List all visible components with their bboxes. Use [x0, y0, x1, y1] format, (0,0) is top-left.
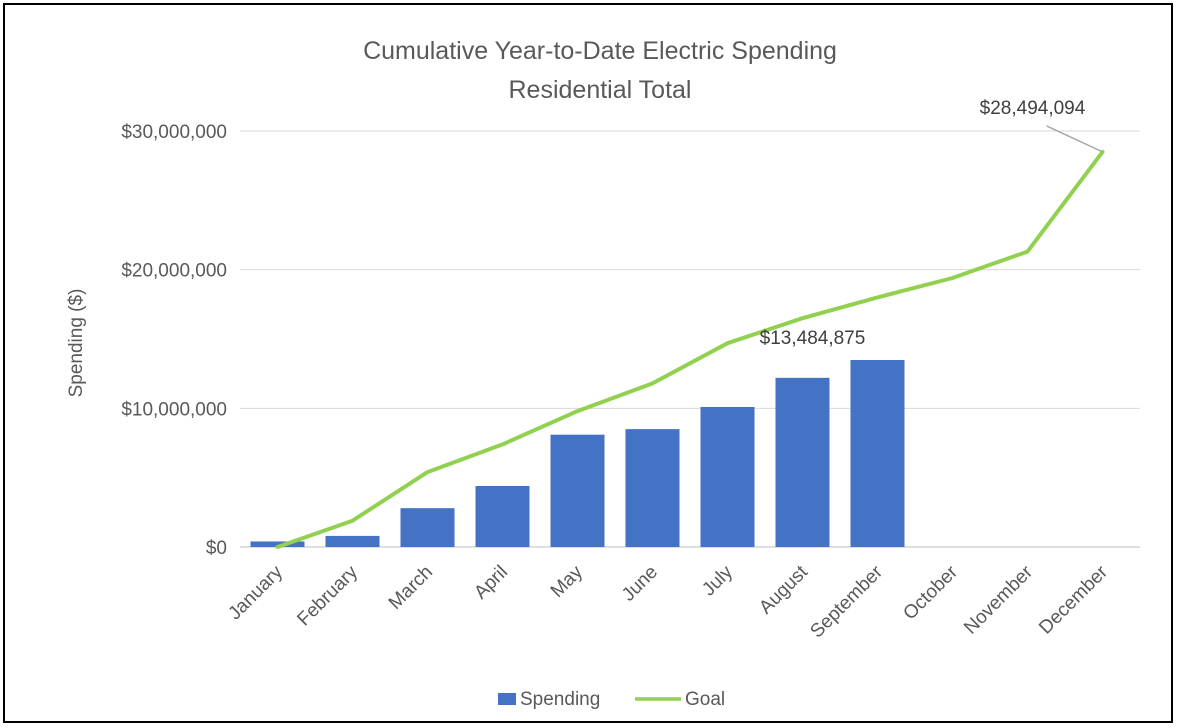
bar-spending-august	[775, 377, 830, 547]
y-tick-label: $10,000,000	[121, 399, 227, 420]
y-tick-label: $30,000,000	[121, 122, 227, 143]
x-tick-label: April	[470, 562, 512, 604]
x-tick-label: August	[755, 561, 812, 618]
legend-swatch-spending	[498, 693, 516, 705]
x-tick-label: September	[806, 561, 887, 642]
x-tick-label: January	[224, 561, 287, 624]
x-tick-label: March	[385, 562, 437, 614]
legend-label-goal: Goal	[685, 689, 725, 710]
data-label-spending: $13,484,875	[760, 328, 866, 349]
goal-line	[275, 149, 1105, 549]
data-label-goal: $28,494,094	[980, 98, 1086, 119]
bar-spending-march	[400, 508, 455, 547]
chart-subtitle: Residential Total	[509, 76, 692, 104]
x-tick-label: July	[698, 561, 737, 600]
y-tick-label: $0	[206, 538, 227, 559]
bar-spending-june	[625, 429, 680, 547]
spending-bars	[250, 360, 905, 547]
gridlines	[240, 130, 1140, 548]
y-axis-title: Spending ($)	[66, 289, 87, 398]
legend-label-spending: Spending	[520, 689, 600, 710]
x-tick-label: November	[960, 561, 1037, 638]
bar-spending-april	[475, 485, 530, 547]
y-axis-ticks: $0 $10,000,000 $20,000,000 $30,000,000	[121, 122, 227, 559]
x-axis-ticks: January February March April May June July Augu…	[224, 561, 1112, 642]
data-label-leader-line	[1046, 125, 1103, 153]
x-tick-label: December	[1035, 561, 1112, 638]
data-labels: $13,484,875 $28,494,094	[760, 98, 1103, 349]
legend: Spending Goal	[498, 689, 725, 710]
x-tick-label: June	[618, 562, 662, 606]
x-tick-label: October	[899, 561, 962, 624]
bar-spending-february	[325, 535, 380, 547]
x-tick-label: May	[547, 561, 588, 602]
goal-line-layer	[275, 149, 1105, 549]
bar-spending-may	[550, 434, 605, 547]
chart-frame: Cumulative Year-to-Date Electric Spendin…	[3, 3, 1173, 723]
bar-spending-july	[700, 406, 755, 547]
x-tick-label: February	[293, 561, 362, 630]
y-tick-label: $20,000,000	[121, 261, 227, 282]
bar-spending-january	[250, 541, 305, 547]
chart-title: Cumulative Year-to-Date Electric Spendin…	[363, 37, 837, 65]
bar-spending-september	[850, 360, 905, 547]
chart-svg: Cumulative Year-to-Date Electric Spendin…	[66, 37, 1140, 710]
